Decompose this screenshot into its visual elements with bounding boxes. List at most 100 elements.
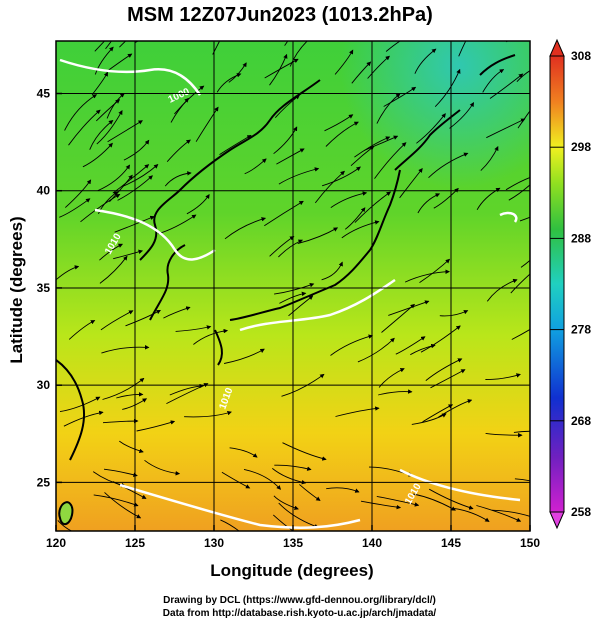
streamline (175, 325, 212, 332)
streamline (383, 86, 417, 107)
streamline (264, 58, 299, 79)
coast-kyushu (214, 329, 223, 366)
streamline (144, 459, 181, 476)
streamline (109, 174, 133, 203)
isobar-1000 (59, 58, 202, 96)
streamline (116, 392, 144, 399)
colorbar-tick-label-308: 308 (571, 49, 591, 63)
colorbar-top-arrow (549, 38, 565, 57)
streamline (278, 167, 320, 185)
streamline (321, 166, 361, 187)
y-axis-title: Latitude (degrees) (7, 216, 26, 363)
streamline (517, 106, 530, 129)
streamline (516, 70, 530, 83)
streamline (485, 432, 523, 438)
streamline (106, 93, 125, 119)
isobar-south (119, 483, 361, 529)
streamline (330, 191, 368, 208)
colorbar-tick-label-298: 298 (571, 140, 591, 154)
colorbar: 258 268 278 288 298 308 (549, 38, 591, 530)
x-axis-title: Longitude (degrees) (210, 561, 373, 580)
streamline (482, 69, 505, 93)
streamline (244, 158, 267, 175)
streamline (414, 48, 437, 74)
streamline (228, 62, 247, 83)
streamline (269, 236, 295, 257)
streamline (351, 61, 372, 84)
x-tick-label-140: 140 (362, 536, 382, 550)
streamline (506, 41, 509, 43)
streamline (454, 507, 490, 522)
graticule (56, 41, 530, 531)
credit-data: Data from http://database.rish.kyoto-u.a… (162, 608, 437, 619)
streamline (278, 502, 320, 529)
streamline (335, 406, 380, 417)
isobar-north (94, 208, 216, 261)
streamline (297, 227, 339, 245)
streamline (299, 484, 321, 501)
streamline (113, 249, 144, 260)
streamline (101, 345, 150, 354)
streamline (112, 481, 147, 499)
streamline (344, 207, 366, 230)
streamline (56, 265, 80, 281)
streamline (480, 146, 499, 171)
streamline (399, 168, 423, 199)
streamline (273, 495, 299, 510)
streamline (64, 94, 98, 131)
streamline (388, 300, 430, 316)
streamline (123, 139, 150, 161)
streamline (341, 220, 380, 239)
streamline (486, 278, 518, 302)
streamline (278, 239, 303, 258)
streamline (416, 113, 446, 144)
credits: Drawing by DCL (https://www.gfd-dennou.o… (0, 594, 599, 620)
streamline (385, 41, 401, 52)
streamline (224, 217, 267, 240)
streamline (334, 49, 354, 75)
streamline (374, 142, 407, 179)
streamline (324, 114, 354, 132)
streamline (94, 46, 114, 75)
colorbar-ticks: 258 268 278 288 298 308 (550, 49, 591, 519)
streamline (367, 55, 390, 79)
streamline (174, 85, 205, 115)
streamline (122, 164, 159, 187)
streamline (510, 273, 530, 294)
streamline (136, 420, 176, 432)
streamline (330, 334, 374, 356)
streamline (420, 325, 461, 353)
streamline (114, 215, 155, 233)
x-tick-label-145: 145 (441, 536, 461, 550)
credit-drawing: Drawing by DCL (https://www.gfd-dennou.o… (163, 595, 436, 606)
coast-china (56, 359, 86, 461)
streamline (326, 487, 360, 493)
streamline (134, 41, 139, 43)
x-tick-label-120: 120 (46, 536, 66, 550)
streamline (243, 468, 282, 490)
streamline (381, 303, 415, 333)
streamline (376, 495, 420, 507)
isobar-japan (239, 278, 396, 332)
streamline (288, 295, 314, 317)
streamline (281, 373, 325, 397)
streamline (93, 494, 139, 507)
x-tick-label-130: 130 (204, 536, 224, 550)
x-tick-label-125: 125 (125, 536, 145, 550)
streamline (125, 309, 161, 327)
coast-sakhalin (479, 54, 516, 76)
streamline (489, 73, 524, 99)
streamline (513, 430, 530, 433)
streamline (193, 328, 229, 345)
streamline (476, 187, 501, 211)
streamline (94, 41, 106, 52)
streamline (519, 216, 530, 222)
streamline (122, 398, 148, 410)
streamline (68, 320, 96, 340)
streamline (520, 259, 530, 268)
streamline (96, 110, 123, 145)
streamline (354, 191, 392, 223)
streamline (221, 471, 251, 489)
streamline (360, 500, 402, 510)
